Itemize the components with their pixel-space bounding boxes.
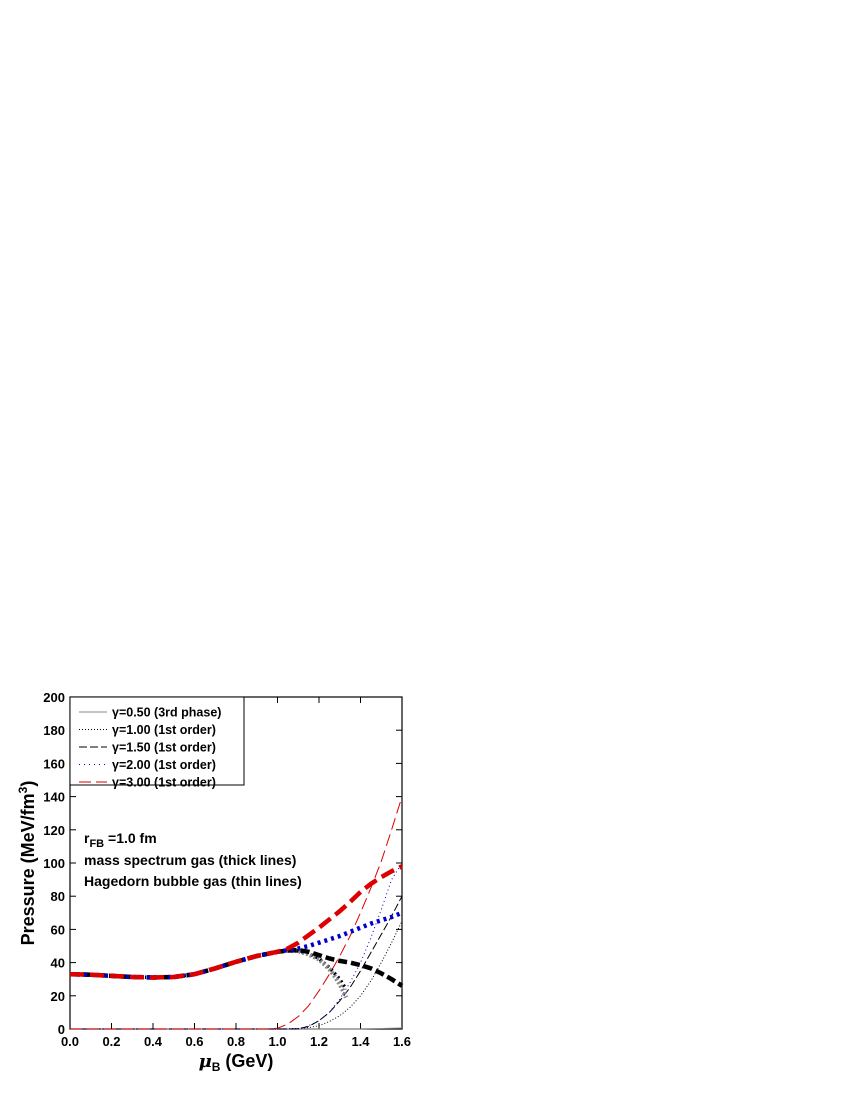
y-tick-label: 0 [58, 1022, 65, 1037]
series-line [70, 895, 403, 1030]
series-line [69, 910, 403, 980]
y-tick-label: 140 [43, 790, 65, 805]
y-tick-label: 80 [51, 889, 65, 904]
y-tick-label: 160 [43, 756, 65, 771]
y-axis-title: Pressure (MeV/fm3) [16, 781, 38, 946]
x-tick-label: 1.0 [268, 1034, 286, 1049]
series-line [69, 947, 404, 988]
annotation-mass-spectrum: mass spectrum gas (thick lines) [84, 852, 296, 868]
legend-label: γ=1.50 (1st order) [112, 741, 216, 755]
x-tick-label: 0.2 [102, 1034, 120, 1049]
y-tick-label: 20 [51, 989, 65, 1004]
y-tick-label: 40 [51, 956, 65, 971]
series-line [69, 948, 348, 991]
legend-label: γ=2.00 (1st order) [112, 758, 216, 772]
y-tick-label: 100 [43, 856, 65, 871]
axis-ticks: 0.0 0.2 0.4 0.6 0.8 1.0 1.2 1.4 1.6 0 20 40 60 80 100 1… [43, 690, 411, 1049]
annotation-radius: rFB =1.0 fm [84, 830, 157, 850]
x-tick-label: 1.6 [393, 1034, 411, 1049]
legend-label: γ=1.00 (1st order) [112, 723, 216, 737]
y-tick-label: 120 [43, 823, 65, 838]
x-axis-title: μB (GeV) [199, 1051, 274, 1074]
legend-label: γ=3.00 (1st order) [112, 776, 216, 790]
legend: γ=0.50 (3rd phase) γ=1.00 (1st order) γ=1.… [69, 696, 245, 790]
x-tick-label: 0.8 [227, 1034, 245, 1049]
legend-label: γ=0.50 (3rd phase) [112, 706, 221, 720]
x-tick-label: 0.6 [185, 1034, 203, 1049]
x-tick-label: 0.0 [61, 1034, 79, 1049]
series-line [69, 864, 403, 980]
annotation-hagedorn: Hagedorn bubble gas (thin lines) [84, 873, 302, 889]
y-tick-label: 60 [51, 922, 65, 937]
x-tick-label: 1.4 [351, 1034, 370, 1049]
series-group [69, 796, 404, 1030]
annotation: rFB =1.0 fm mass spectrum gas (thick lin… [84, 830, 302, 889]
x-tick-label: 1.2 [310, 1034, 328, 1049]
y-tick-label: 180 [43, 723, 65, 738]
series-line [70, 796, 403, 1030]
y-tick-label: 200 [43, 690, 65, 705]
x-tick-label: 0.4 [144, 1034, 163, 1049]
series-line [70, 920, 403, 1030]
